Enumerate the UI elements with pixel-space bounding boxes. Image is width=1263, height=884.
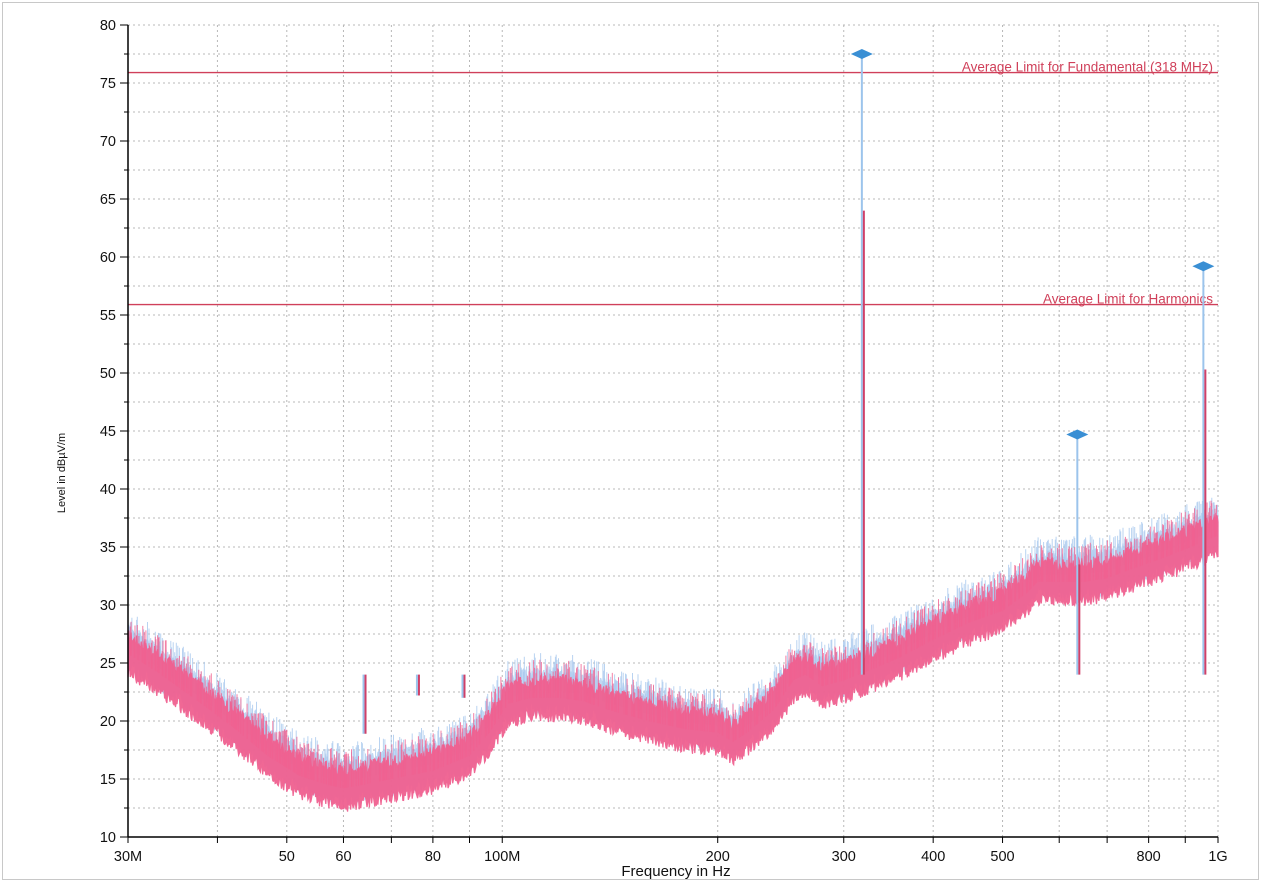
y-tick-label: 65 bbox=[100, 192, 116, 208]
grid bbox=[128, 24, 1219, 838]
limit-label: Average Limit for Fundamental (318 MHz) bbox=[962, 60, 1213, 75]
x-tick-label: 300 bbox=[832, 849, 856, 865]
x-tick-label: 500 bbox=[990, 849, 1014, 865]
emission-chart: Average Limit for Fundamental (318 MHz) A… bbox=[56, 18, 1228, 880]
x-tick-label: 200 bbox=[706, 849, 730, 865]
y-tick-label: 35 bbox=[100, 540, 116, 556]
x-tick-label: 30M bbox=[114, 849, 142, 865]
y-tick-label: 75 bbox=[100, 76, 116, 92]
y-tick-label: 40 bbox=[100, 482, 116, 498]
peak-marker bbox=[850, 49, 873, 59]
x-tick-label: 100M bbox=[484, 849, 520, 865]
y-tick-label: 15 bbox=[100, 772, 116, 788]
limit-lines: Average Limit for Fundamental (318 MHz) A… bbox=[128, 60, 1218, 307]
peak-marker bbox=[1066, 429, 1089, 440]
y-tick-label: 20 bbox=[100, 714, 116, 730]
y-tick-label: 25 bbox=[100, 656, 116, 672]
x-tick-label: 1G bbox=[1208, 849, 1227, 865]
x-tick-label: 800 bbox=[1137, 849, 1161, 865]
x-tick-label: 50 bbox=[279, 849, 295, 865]
y-tick-label: 60 bbox=[100, 250, 116, 266]
y-tick-label: 45 bbox=[100, 424, 116, 440]
axes: 10 15 20 25 30 35 40 45 50 55 60 65 70 75 80 30M 50 60 80 1… bbox=[100, 18, 1228, 865]
y-tick-label: 70 bbox=[100, 134, 116, 150]
spikes bbox=[362, 54, 1207, 734]
y-tick-label: 10 bbox=[100, 830, 116, 846]
x-tick-label: 60 bbox=[335, 849, 351, 865]
y-tick-label: 80 bbox=[100, 18, 116, 34]
y-tick-label: 55 bbox=[100, 308, 116, 324]
x-tick-label: 400 bbox=[921, 849, 945, 865]
peak-marker bbox=[1192, 261, 1215, 272]
traces bbox=[127, 497, 1219, 812]
y-tick-label: 30 bbox=[100, 598, 116, 614]
y-tick-label: 50 bbox=[100, 366, 116, 382]
y-axis-label: Level in dBµV/m bbox=[56, 433, 68, 513]
peak-markers bbox=[850, 49, 1215, 440]
x-tick-label: 80 bbox=[425, 849, 441, 865]
x-axis-label: Frequency in Hz bbox=[621, 863, 730, 879]
limit-label: Average Limit for Harmonics bbox=[1043, 292, 1213, 307]
trace-noise bbox=[127, 500, 1217, 789]
